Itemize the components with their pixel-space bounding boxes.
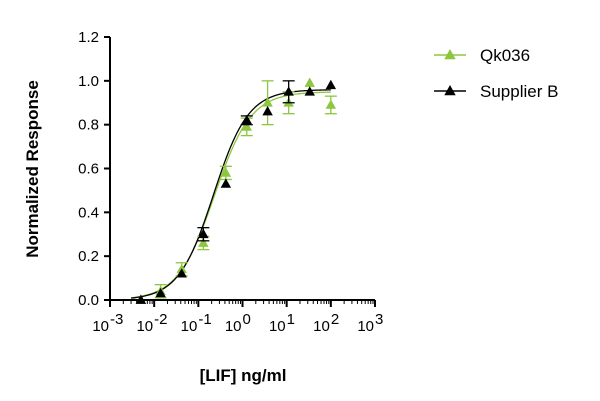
data-point-supplier-b (155, 287, 166, 298)
x-tick-label: 10 -1 (181, 311, 212, 335)
x-tick-label-exponent: 3 (375, 311, 383, 328)
legend-label-supplier-b: Supplier B (480, 82, 558, 101)
legend-item-supplier-b: Supplier B (434, 82, 558, 101)
data-point-supplier-b (220, 178, 232, 188)
x-tick-label-base: 10 (313, 318, 330, 335)
fit-curve-qk036 (130, 91, 331, 299)
x-tick-label: 10 3 (357, 311, 383, 335)
data-point-supplier-b (198, 228, 209, 239)
legend-marker-supplier-b (444, 85, 456, 96)
data-point-qk036 (304, 77, 315, 87)
legend: Qk036 Supplier B (434, 46, 558, 101)
x-tick-label: 10 0 (225, 311, 251, 335)
x-tick-label-base: 10 (269, 318, 286, 335)
x-axis-title: [LIF] ng/ml (200, 366, 287, 385)
data-point-qk036 (325, 99, 337, 109)
x-tick-label-exponent: -2 (154, 311, 167, 328)
x-tick-label-exponent: 0 (243, 311, 251, 328)
y-tick-label: 0.4 (78, 204, 99, 221)
y-axis-title: Normalized Response (23, 80, 42, 258)
y-axis-ticks: 0.0 0.2 0.4 0.6 0.8 1.0 1.2 (78, 29, 110, 309)
axes: 0.00.20.40.60.81.01.2 10 -3 10 -2 10 -1 10 0 10 1… (78, 29, 383, 335)
x-tick-label-exponent: 2 (331, 311, 339, 328)
data-points (135, 77, 337, 304)
x-tick-label: 10 -2 (136, 311, 167, 335)
data-point-qk036 (220, 167, 232, 177)
legend-item-qk036: Qk036 (434, 46, 530, 65)
x-axis-ticks: 10 -3 10 -2 10 -1 10 0 10 1 10 2 10 3 (92, 300, 383, 335)
data-point-qk036 (198, 237, 209, 247)
data-point-supplier-b (262, 106, 273, 116)
legend-label-qk036: Qk036 (480, 46, 530, 65)
x-tick-label: 10 -3 (92, 311, 123, 335)
y-tick-label: 1.0 (78, 73, 99, 90)
data-point-supplier-b (325, 79, 337, 90)
x-tick-label-base: 10 (225, 318, 242, 335)
y-tick-label: 0.8 (78, 117, 99, 134)
fit-curve-supplier-b (130, 89, 331, 299)
data-point-qk036 (241, 121, 253, 131)
x-tick-label-exponent: 1 (287, 311, 295, 328)
data-point-supplier-b (304, 86, 315, 96)
y-tick-label: 0.6 (78, 161, 99, 178)
y-tick-label: 0.2 (78, 248, 99, 265)
x-tick-label-base: 10 (136, 318, 153, 335)
x-tick-label: 10 2 (313, 311, 339, 335)
data-point-supplier-b (283, 86, 294, 96)
data-point-qk036 (262, 97, 273, 107)
y-tick-label: 0.0 (78, 292, 99, 309)
x-tick-label-base: 10 (92, 318, 109, 335)
data-point-supplier-b (241, 114, 253, 125)
x-tick-label-exponent: -1 (198, 311, 211, 328)
data-point-supplier-b (176, 268, 187, 278)
x-tick-label-base: 10 (357, 318, 374, 335)
y-tick-label: 1.2 (78, 29, 99, 46)
x-tick-label-base: 10 (181, 318, 198, 335)
fit-curves (130, 89, 331, 299)
x-tick-label: 10 1 (269, 311, 295, 335)
legend-marker-qk036 (444, 49, 456, 60)
x-tick-label-exponent: -3 (110, 311, 123, 328)
data-point-supplier-b (135, 294, 147, 304)
